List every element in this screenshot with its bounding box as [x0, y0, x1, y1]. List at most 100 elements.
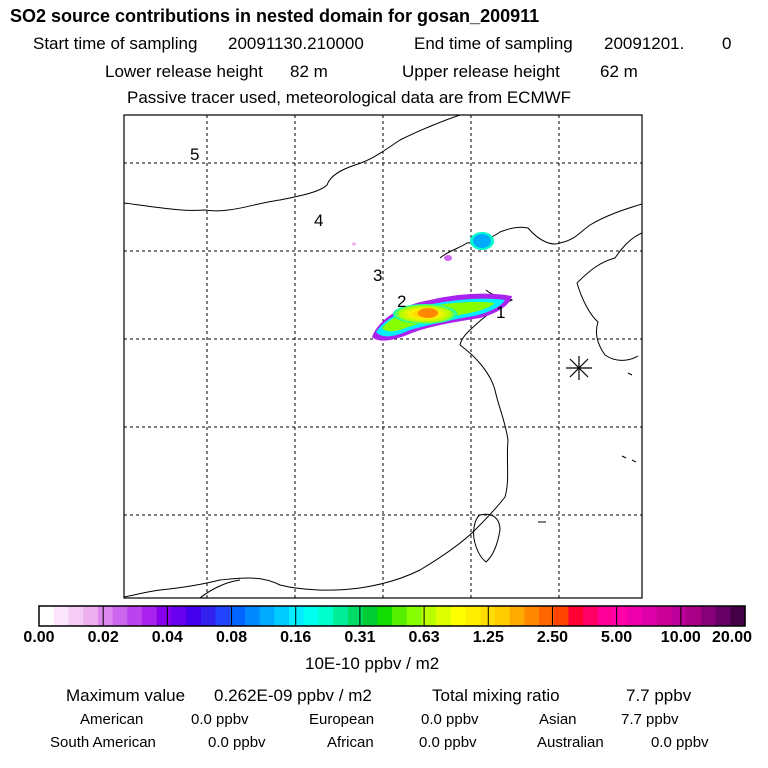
- color-scale-cell: [141, 606, 158, 626]
- color-scale-cell: [715, 606, 731, 626]
- color-scale-cell: [392, 606, 408, 626]
- color-scale-cell: [318, 606, 334, 626]
- color-scale-tick-label: 0.31: [344, 629, 376, 646]
- color-scale-cell: [333, 606, 349, 626]
- color-scale-cell: [97, 606, 114, 626]
- color-scale-cell: [112, 606, 128, 626]
- color-scale-cell: [39, 606, 55, 626]
- color-scale-tick-label: 10.00: [660, 629, 701, 646]
- color-scale-cell: [686, 606, 702, 626]
- color-scale-bar: [38, 605, 746, 627]
- lower-height-value: 82 m: [290, 62, 328, 81]
- color-scale-cell: [186, 606, 202, 626]
- region-label-5: 5: [190, 145, 200, 164]
- color-scale-cell: [553, 606, 570, 626]
- lower-height-label: Lower release height: [105, 62, 263, 81]
- upper-height-value: 62 m: [600, 62, 638, 81]
- color-scale-cell: [274, 606, 290, 626]
- color-scale-cell: [597, 606, 614, 626]
- color-scale-cell: [700, 606, 717, 626]
- region-asian-value: 7.7 ppbv: [621, 711, 679, 728]
- color-scale-cell: [127, 606, 143, 626]
- data-source-note: Passive tracer used, meteorological data…: [127, 88, 572, 107]
- region-australian-name: Australian: [537, 734, 604, 751]
- region-african-name: African: [327, 734, 374, 751]
- start-time-value: 20091130.210000: [228, 34, 364, 53]
- color-scale-frame: [38, 605, 746, 627]
- region-asian-name: Asian: [539, 711, 577, 728]
- color-scale-cell: [627, 606, 643, 626]
- color-scale-cell: [612, 606, 628, 626]
- receptor-star-icon: [566, 356, 592, 380]
- color-scale-cell: [215, 606, 231, 626]
- color-scale-cell: [230, 606, 246, 626]
- start-time-label: Start time of sampling: [33, 34, 198, 53]
- coastlines: [124, 115, 642, 598]
- end-time-label: End time of sampling: [414, 34, 573, 53]
- color-scale-cell: [53, 606, 70, 626]
- upper-height-label: Upper release height: [402, 62, 560, 81]
- max-value: 0.262E-09 ppbv / m2: [214, 686, 372, 705]
- color-scale-tick-label: 1.25: [472, 629, 504, 646]
- color-scale-cell: [303, 606, 320, 626]
- max-value-label: Maximum value: [66, 686, 186, 705]
- color-scale-cell: [524, 606, 540, 626]
- end-time-hour: 0: [722, 34, 732, 53]
- color-scale-cell: [539, 606, 555, 626]
- total-mixing-label: Total mixing ratio: [432, 686, 560, 705]
- color-scale-tick-label: 0.00: [23, 629, 55, 646]
- color-scale-cell: [656, 606, 673, 626]
- color-scale-cell: [436, 606, 452, 626]
- color-scale-cell: [259, 606, 275, 626]
- so2-plume: [352, 232, 512, 341]
- color-scale-tick-label: 2.50: [536, 629, 569, 646]
- region-european-value: 0.0 ppbv: [421, 711, 479, 728]
- color-scale-cell: [568, 606, 584, 626]
- color-scale-tick-label: 5.00: [601, 629, 633, 646]
- region-label-4: 4: [314, 211, 324, 230]
- map-grid: [124, 115, 642, 598]
- region-label-3: 3: [373, 266, 383, 285]
- color-scale-cell: [494, 606, 511, 626]
- color-scale-cell: [244, 606, 261, 626]
- plot-title: SO2 source contributions in nested domai…: [10, 6, 540, 26]
- color-scale-cell: [289, 606, 305, 626]
- color-scale-cell: [362, 606, 378, 626]
- region-european-name: European: [309, 711, 375, 728]
- color-scale-tick-label: 0.08: [215, 629, 248, 646]
- region-south-american-name: South American: [50, 734, 156, 751]
- region-south-american-value: 0.0 ppbv: [208, 734, 266, 751]
- color-scale-cell: [583, 606, 599, 626]
- region-american-name: American: [80, 711, 144, 728]
- color-scale-cell: [450, 606, 467, 626]
- end-time-value: 20091201.: [604, 34, 685, 53]
- color-scale-cell: [83, 606, 99, 626]
- total-mixing-value: 7.7 ppbv: [626, 686, 692, 705]
- color-scale-cell: [347, 606, 364, 626]
- color-scale-tick-label: 0.63: [408, 629, 440, 646]
- region-label-1: 1: [496, 303, 506, 322]
- color-scale-cell: [377, 606, 393, 626]
- color-scale-cell: [642, 606, 658, 626]
- color-scale-cell: [171, 606, 187, 626]
- color-scale-cell: [671, 606, 687, 626]
- region-american-value: 0.0 ppbv: [191, 711, 249, 728]
- color-scale-unit: 10E-10 ppbv / m2: [305, 654, 440, 673]
- region-label-2: 2: [397, 292, 407, 311]
- color-scale-tick-label: 0.02: [87, 629, 119, 646]
- map-frame: [123, 114, 643, 599]
- color-scale-cell: [730, 606, 746, 626]
- color-scale-tick-label: 20.00: [711, 629, 753, 646]
- color-scale-cell: [200, 606, 217, 626]
- region-australian-value: 0.0 ppbv: [651, 734, 709, 751]
- color-scale-cell: [421, 606, 437, 626]
- color-scale-tick-label: 0.16: [280, 629, 312, 646]
- color-scale-cell: [68, 606, 84, 626]
- region-african-value: 0.0 ppbv: [419, 734, 477, 751]
- color-scale-cell: [406, 606, 423, 626]
- color-scale-cell: [465, 606, 481, 626]
- color-scale-cell: [156, 606, 172, 626]
- color-scale-cell: [509, 606, 525, 626]
- color-scale-tick-label: 0.04: [151, 629, 183, 646]
